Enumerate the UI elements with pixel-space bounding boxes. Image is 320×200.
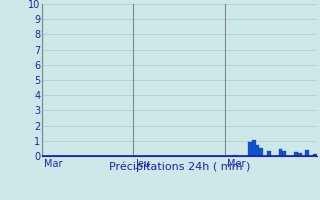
Bar — [260, 148, 263, 156]
Bar — [313, 154, 317, 156]
Bar — [256, 145, 260, 156]
X-axis label: Précipitations 24h ( mm ): Précipitations 24h ( mm ) — [108, 162, 250, 172]
Bar — [233, 155, 236, 156]
Bar — [267, 151, 271, 156]
Text: Jeu: Jeu — [135, 159, 150, 169]
Bar — [294, 152, 298, 156]
Bar — [282, 151, 286, 156]
Bar — [298, 153, 301, 156]
Text: Mar: Mar — [44, 159, 62, 169]
Bar — [248, 142, 252, 156]
Text: Mer: Mer — [227, 159, 245, 169]
Bar — [252, 140, 256, 156]
Bar — [305, 150, 309, 156]
Bar — [279, 149, 282, 156]
